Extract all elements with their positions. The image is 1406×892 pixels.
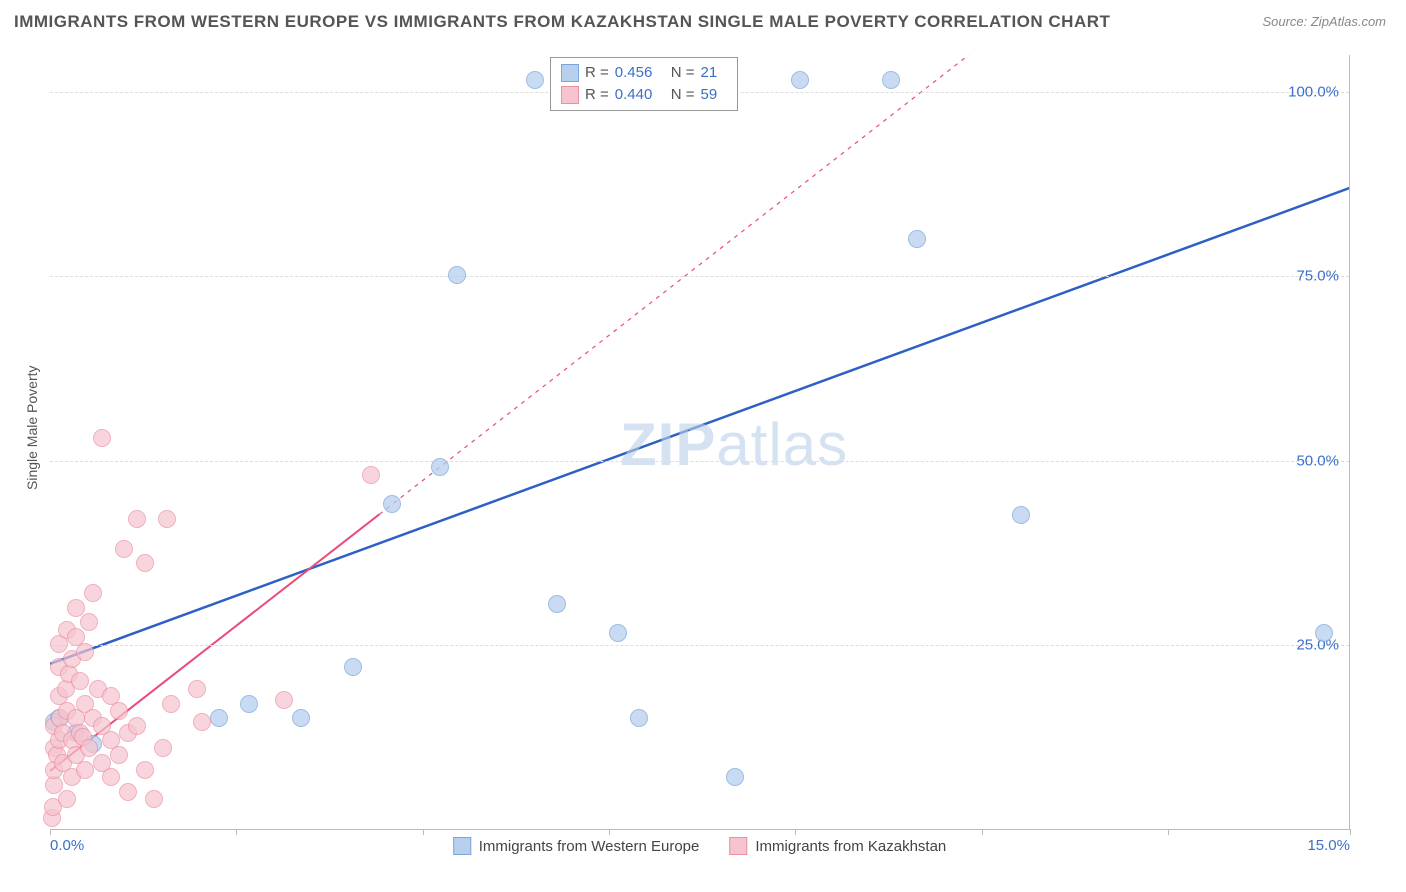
data-point-kazakhstan [102, 768, 120, 786]
gridline [50, 645, 1349, 646]
x-tick-mark [423, 829, 424, 835]
data-point-kazakhstan [58, 790, 76, 808]
data-point-kazakhstan [93, 429, 111, 447]
legend-r-label: R = [585, 62, 609, 84]
data-point-kazakhstan [76, 761, 94, 779]
legend-r-value: 0.440 [615, 84, 665, 106]
y-axis-label: Single Male Poverty [24, 365, 40, 490]
legend-n-label: N = [671, 62, 695, 84]
data-point-kazakhstan [136, 554, 154, 572]
series-legend-label: Immigrants from Western Europe [479, 838, 700, 855]
data-point-kazakhstan [67, 599, 85, 617]
legend-swatch [453, 837, 471, 855]
trend-line-western_europe [50, 188, 1349, 664]
correlation-legend-row: R = 0.440 N = 59 [561, 84, 727, 106]
data-point-kazakhstan [162, 695, 180, 713]
data-point-western_europe [344, 658, 362, 676]
y-tick-label: 50.0% [1296, 452, 1339, 469]
data-point-kazakhstan [275, 691, 293, 709]
x-tick-label: 0.0% [50, 837, 84, 854]
data-point-kazakhstan [145, 790, 163, 808]
y-tick-label: 100.0% [1288, 83, 1339, 100]
data-point-kazakhstan [110, 702, 128, 720]
trend-line-kazakhstan-dashed [379, 55, 968, 514]
data-point-kazakhstan [128, 510, 146, 528]
data-point-kazakhstan [154, 739, 172, 757]
data-point-western_europe [1012, 506, 1030, 524]
legend-n-value: 21 [701, 62, 727, 84]
legend-n-label: N = [671, 84, 695, 106]
data-point-western_europe [908, 230, 926, 248]
data-point-kazakhstan [76, 643, 94, 661]
data-point-western_europe [240, 695, 258, 713]
data-point-western_europe [726, 768, 744, 786]
data-point-western_europe [431, 458, 449, 476]
legend-swatch [729, 837, 747, 855]
data-point-kazakhstan [193, 713, 211, 731]
x-tick-label: 15.0% [1307, 837, 1350, 854]
data-point-western_europe [630, 709, 648, 727]
data-point-western_europe [292, 709, 310, 727]
data-point-western_europe [882, 71, 900, 89]
source-label: Source: ZipAtlas.com [1262, 14, 1386, 29]
legend-r-label: R = [585, 84, 609, 106]
legend-swatch [561, 64, 579, 82]
trend-lines-layer [50, 55, 1349, 829]
watermark-bold: ZIP [620, 411, 716, 478]
x-tick-mark [50, 829, 51, 835]
watermark: ZIPatlas [620, 410, 848, 479]
data-point-western_europe [791, 71, 809, 89]
legend-n-value: 59 [701, 84, 727, 106]
x-tick-mark [1350, 829, 1351, 835]
data-point-kazakhstan [80, 739, 98, 757]
series-legend-item: Immigrants from Western Europe [453, 837, 700, 855]
data-point-kazakhstan [136, 761, 154, 779]
x-tick-mark [982, 829, 983, 835]
data-point-western_europe [609, 624, 627, 642]
watermark-light: atlas [716, 411, 848, 478]
data-point-western_europe [526, 71, 544, 89]
chart-title: IMMIGRANTS FROM WESTERN EUROPE VS IMMIGR… [14, 12, 1110, 32]
data-point-kazakhstan [362, 466, 380, 484]
data-point-kazakhstan [115, 540, 133, 558]
scatter-plot-area: ZIPatlas 25.0%50.0%75.0%100.0%0.0%15.0%R… [50, 55, 1350, 830]
data-point-western_europe [448, 266, 466, 284]
series-legend-label: Immigrants from Kazakhstan [755, 838, 946, 855]
x-tick-mark [1168, 829, 1169, 835]
legend-swatch [561, 86, 579, 104]
gridline [50, 461, 1349, 462]
data-point-kazakhstan [84, 584, 102, 602]
gridline [50, 276, 1349, 277]
y-tick-label: 75.0% [1296, 268, 1339, 285]
data-point-kazakhstan [158, 510, 176, 528]
data-point-western_europe [383, 495, 401, 513]
data-point-western_europe [210, 709, 228, 727]
data-point-kazakhstan [188, 680, 206, 698]
correlation-legend: R = 0.456 N = 21 R = 0.440 N = 59 [550, 57, 738, 111]
correlation-legend-row: R = 0.456 N = 21 [561, 62, 727, 84]
series-legend-item: Immigrants from Kazakhstan [729, 837, 946, 855]
x-tick-mark [236, 829, 237, 835]
series-legend: Immigrants from Western Europe Immigrants… [441, 835, 959, 857]
data-point-western_europe [1315, 624, 1333, 642]
data-point-kazakhstan [80, 613, 98, 631]
data-point-kazakhstan [110, 746, 128, 764]
data-point-western_europe [548, 595, 566, 613]
legend-r-value: 0.456 [615, 62, 665, 84]
data-point-kazakhstan [128, 717, 146, 735]
data-point-kazakhstan [119, 783, 137, 801]
data-point-kazakhstan [71, 672, 89, 690]
